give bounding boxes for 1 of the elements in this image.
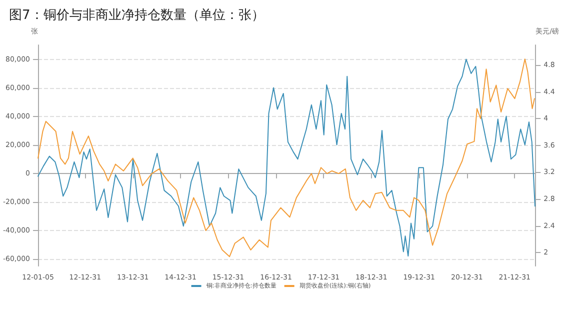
chart-title: 图7：铜价与非商业净持仓数量（单位：张） bbox=[9, 8, 264, 23]
